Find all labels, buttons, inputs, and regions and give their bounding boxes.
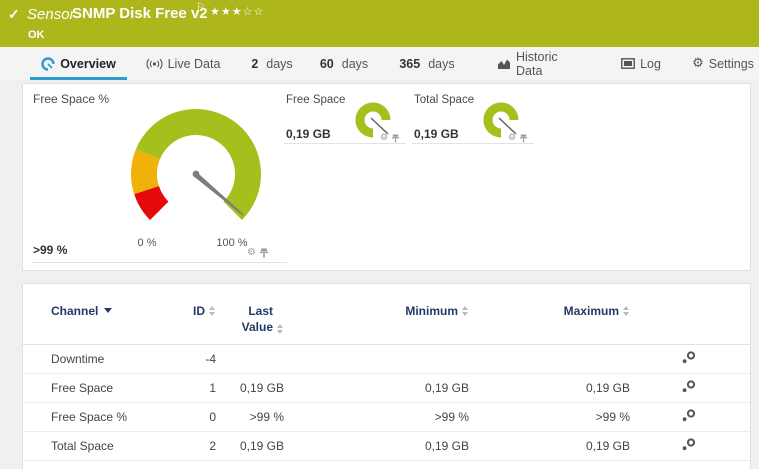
free-space-value: 0,19 GB <box>286 127 331 141</box>
broadcast-icon <box>146 58 163 70</box>
minimum-value: 0,19 GB <box>424 381 469 396</box>
divider <box>31 262 287 263</box>
channel-name: Free Space % <box>51 410 128 425</box>
tab-2-days-number: 2 <box>251 56 259 71</box>
column-header-minimum[interactable]: Minimum <box>284 304 469 318</box>
gauge-min-label: 0 % <box>137 237 157 249</box>
channel-settings-icon[interactable] <box>682 351 696 364</box>
main-gauge-title: Free Space % <box>33 92 110 106</box>
gauge-max-label: 100 % <box>216 237 248 249</box>
sort-icon <box>462 306 469 316</box>
gear-icon[interactable]: ⚙ <box>508 133 517 143</box>
tab-60-days-number: 60 <box>319 56 334 71</box>
table-row-free-space-percent[interactable]: Free Space % 0 >99 % >99 % >99 % <box>23 403 750 433</box>
pin-icon[interactable] <box>520 134 528 143</box>
total-space-value: 0,19 GB <box>414 127 459 141</box>
tab-2-days[interactable]: 2 days <box>246 47 298 80</box>
total-space-gauge-block: Total Space 0,19 GB ⚙ <box>412 91 534 144</box>
channel-id: 1 <box>209 381 216 396</box>
tab-log[interactable]: Log <box>618 47 664 80</box>
free-space-percent-gauge <box>131 109 261 220</box>
free-space-gauge <box>355 102 391 138</box>
tab-log-label: Log <box>640 56 661 71</box>
maximum-value: 0,19 GB <box>585 381 630 396</box>
column-header-id[interactable]: ID <box>156 304 216 318</box>
tab-live-data[interactable]: Live Data <box>142 47 224 80</box>
status-check-icon: ✓ <box>8 6 20 22</box>
minimum-value: 0,19 GB <box>424 439 469 454</box>
channel-name: Free Space <box>51 381 114 396</box>
maximum-value: 0,19 GB <box>585 439 630 454</box>
free-space-title: Free Space <box>286 94 346 106</box>
gauges-panel: Free Space % 0 % 100 % >99 % ⚙ Free Spac… <box>22 83 751 271</box>
minimum-value: >99 % <box>434 410 469 425</box>
pin-icon[interactable] <box>259 248 268 258</box>
tab-60-days-unit: days <box>341 56 369 71</box>
flag-icon[interactable]: ⚐ <box>196 2 205 13</box>
table-row-free-space[interactable]: Free Space 1 0,19 GB 0,19 GB 0,19 GB <box>23 374 750 404</box>
main-gauge-value: >99 % <box>33 243 68 257</box>
gear-icon[interactable]: ⚙ <box>380 133 389 143</box>
maximum-value: >99 % <box>595 410 630 425</box>
tab-2-days-unit: days <box>266 56 293 71</box>
pin-icon[interactable] <box>392 134 400 143</box>
tab-overview[interactable]: Overview <box>30 47 127 80</box>
channel-settings-icon[interactable] <box>682 409 696 422</box>
tab-settings-label: Settings <box>708 56 754 71</box>
column-header-maximum[interactable]: Maximum <box>469 304 630 318</box>
column-header-last-value[interactable]: Last Value <box>216 304 284 335</box>
last-value: 0,19 GB <box>239 381 284 396</box>
active-tab-underline <box>30 77 127 80</box>
main-gauge-actions: ⚙ <box>247 248 268 258</box>
channel-id: 2 <box>209 439 216 454</box>
tab-365-days[interactable]: 365 days <box>393 47 461 80</box>
priority-stars[interactable]: ★★★☆☆ <box>210 6 265 18</box>
channels-table-panel: Channel ID Last Value Minimum Maximum Do… <box>22 283 751 469</box>
tab-365-days-number: 365 <box>399 56 421 71</box>
last-value: 0,19 GB <box>239 439 284 454</box>
tab-60-days[interactable]: 60 days <box>315 47 373 80</box>
table-header-row: Channel ID Last Value Minimum Maximum <box>23 284 750 346</box>
free-space-gauge-block: Free Space 0,19 GB ⚙ <box>284 91 406 144</box>
channel-name: Downtime <box>51 352 105 367</box>
table-row-downtime[interactable]: Downtime -4 <box>23 345 750 375</box>
table-row-total-space[interactable]: Total Space 2 0,19 GB 0,19 GB 0,19 GB <box>23 432 750 462</box>
divider <box>284 143 406 144</box>
sort-icon <box>277 324 284 335</box>
tab-bar: Overview Live Data 2 days 60 days 365 da… <box>0 47 759 80</box>
last-value: >99 % <box>249 410 284 425</box>
sort-icon <box>209 306 216 316</box>
tab-overview-label: Overview <box>60 56 116 71</box>
divider <box>412 143 534 144</box>
settings-gear-icon: ⚙ <box>692 56 704 71</box>
channel-name: Total Space <box>51 439 114 454</box>
total-space-title: Total Space <box>414 94 475 106</box>
tab-historic-data-label: Historic Data <box>516 49 558 78</box>
sensor-header: ✓ Sensor SNMP Disk Free v2 ⚐ ★★★☆☆ OK <box>0 0 759 47</box>
sensor-kind-label: Sensor <box>27 6 75 23</box>
chart-icon <box>497 58 511 70</box>
sort-caret-icon <box>104 308 113 313</box>
tab-live-data-label: Live Data <box>167 56 221 71</box>
free-space-gauge-actions: ⚙ <box>380 133 400 143</box>
sort-icon <box>623 306 630 316</box>
channel-id: 0 <box>209 410 216 425</box>
column-header-channel[interactable]: Channel <box>23 304 156 318</box>
log-icon <box>621 58 635 69</box>
channel-settings-icon[interactable] <box>682 438 696 451</box>
gauge-needle <box>193 171 245 216</box>
channel-id: -4 <box>205 352 216 367</box>
sensor-title: SNMP Disk Free v2 <box>72 5 208 22</box>
gear-icon[interactable]: ⚙ <box>247 247 256 258</box>
channel-settings-icon[interactable] <box>682 380 696 393</box>
total-space-gauge-actions: ⚙ <box>508 133 528 143</box>
total-space-gauge <box>483 102 519 138</box>
tab-365-days-unit: days <box>428 56 455 71</box>
status-badge: OK <box>28 29 45 41</box>
tab-settings[interactable]: ⚙ Settings <box>690 47 756 80</box>
gauge-icon <box>41 56 55 71</box>
tab-historic-data[interactable]: Historic Data <box>497 47 587 80</box>
